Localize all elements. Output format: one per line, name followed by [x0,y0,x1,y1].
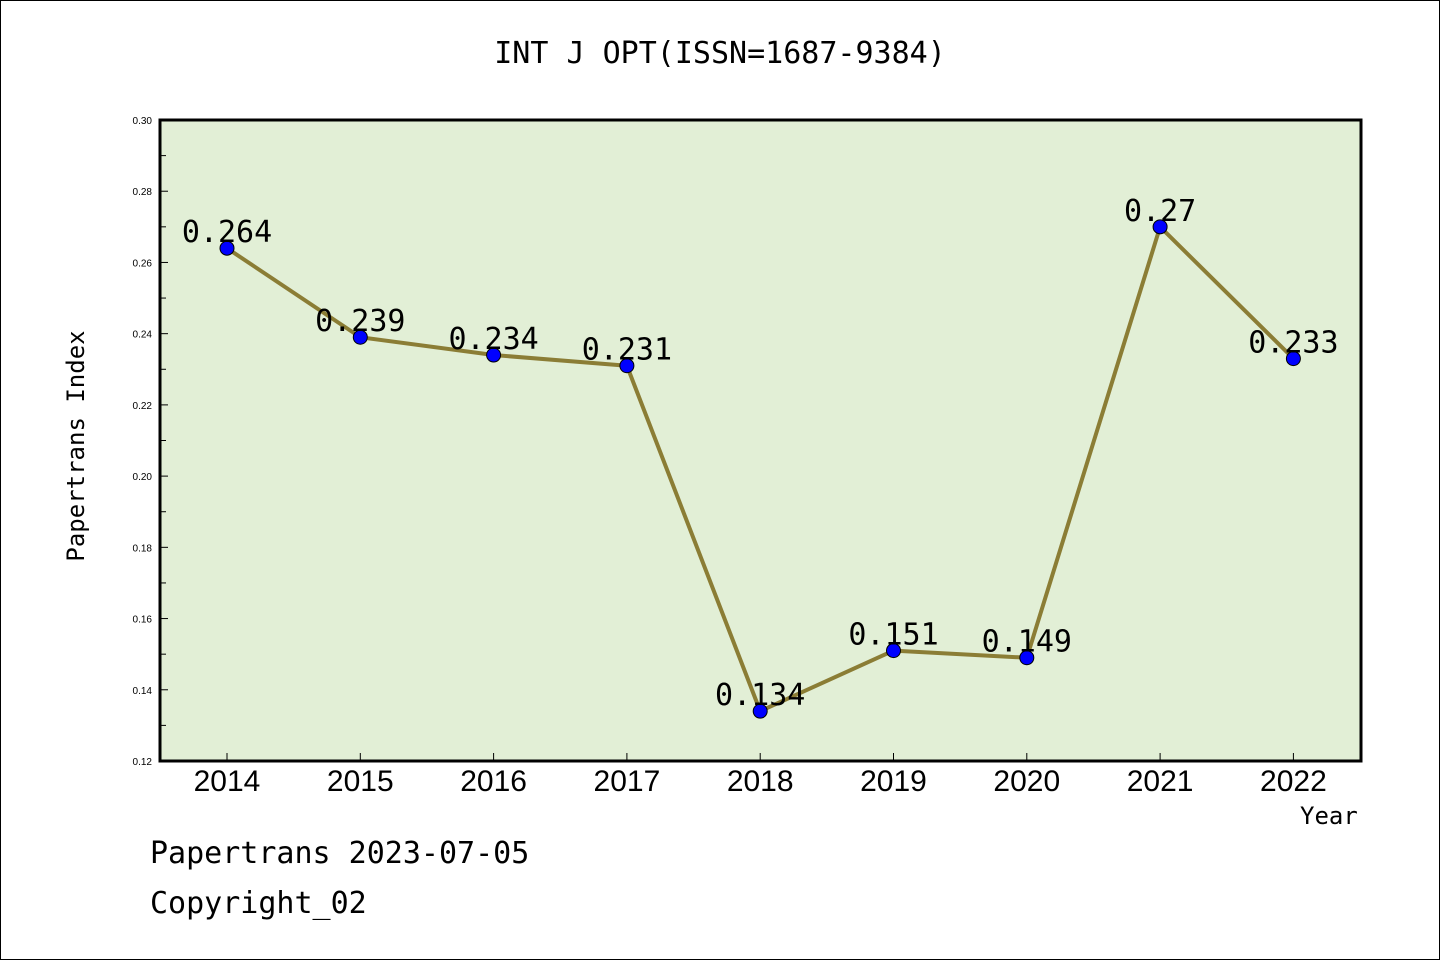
chart-title: INT J OPT(ISSN=1687-9384) [494,36,946,71]
x-tick-label: 2014 [194,765,261,798]
footer-copyright: Copyright_02 [150,886,367,921]
data-label: 0.149 [982,625,1072,660]
x-tick-label: 2022 [1260,765,1327,798]
data-point [352,329,368,345]
data-point [486,347,502,363]
y-tick-label: 0.18 [133,543,153,554]
x-tick-label: 2017 [594,765,661,798]
y-tick-label: 0.28 [133,187,153,198]
y-axis-ticks: 0.12 0.14 0.16 0.18 0.20 0.22 0.24 0.26 0.28 0.30 [133,116,168,768]
data-point [1019,650,1035,666]
data-markers [219,219,1301,719]
y-tick-label: 0.16 [133,615,153,626]
y-tick-label: 0.12 [133,757,153,768]
data-point [752,703,768,719]
data-label: 0.134 [715,678,805,713]
x-tick-label: 2016 [460,765,527,798]
x-axis-title: Year [1300,802,1358,830]
y-tick-label: 0.24 [133,330,153,341]
data-label: 0.233 [1248,326,1338,361]
footer-date: Papertrans 2023-07-05 [150,836,530,871]
data-label: 0.27 [1124,194,1196,229]
data-label: 0.239 [315,304,405,339]
data-point [219,240,235,256]
data-point [1285,351,1301,367]
y-tick-label: 0.14 [133,686,153,697]
x-tick-label: 2020 [993,765,1060,798]
data-labels: 0.264 0.239 0.234 0.231 0.134 0.151 0.149 0.27 0… [182,194,1339,713]
x-tick-label: 2021 [1127,765,1194,798]
y-axis-title: Papertrans Index [62,330,90,562]
y-tick-label: 0.30 [133,116,153,127]
x-axis-ticks: 2014 2015 2016 2017 2018 2019 2020 2021 2022 [194,753,1327,798]
y-tick-label: 0.22 [133,401,153,412]
data-point [1152,219,1168,235]
x-tick-label: 2018 [727,765,794,798]
data-label: 0.264 [182,215,272,250]
data-point [886,643,901,659]
data-label: 0.234 [448,322,538,357]
y-tick-label: 0.26 [133,258,153,269]
data-point [619,358,635,374]
data-label: 0.151 [848,618,938,653]
x-tick-label: 2015 [327,765,394,798]
x-tick-label: 2019 [860,765,927,798]
data-label: 0.231 [582,333,672,368]
y-tick-label: 0.20 [133,472,153,483]
